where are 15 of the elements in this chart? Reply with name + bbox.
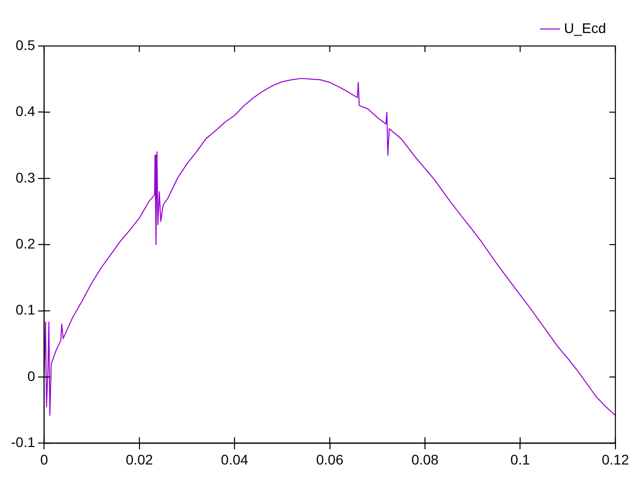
legend-label: U_Ecd [564,20,606,36]
x-tick-label: 0.12 [602,451,630,468]
y-tick-label: 0.4 [16,103,36,120]
x-tick-label: 0.06 [316,451,344,468]
x-tick-label: 0.02 [126,451,154,468]
y-tick-label: 0.1 [16,302,36,318]
x-tick-label: 0.08 [411,451,439,468]
y-tick-label: 0.2 [16,235,36,252]
x-tick-label: 0.04 [220,451,248,468]
x-tick-label: 0 [40,451,48,468]
y-tick-label: 0.3 [16,169,36,186]
y-tick-label: -0.1 [11,434,36,450]
y-tick-label: 0.5 [16,36,36,53]
x-tick-label: 0.1 [510,451,530,468]
y-tick-label: 0 [27,368,36,384]
